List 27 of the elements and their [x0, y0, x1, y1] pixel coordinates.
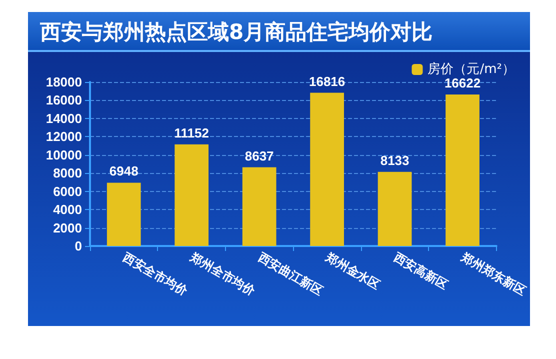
x-tick-label: 西安高新区 [390, 249, 450, 292]
y-tick-label: 10000 [46, 147, 82, 162]
x-tick-label: 郑州郑东新区 [458, 249, 528, 298]
data-label: 8637 [244, 148, 274, 164]
legend-label: 房价（元/m²） [428, 61, 516, 77]
data-label: 6948 [109, 164, 138, 179]
y-tick-label: 4000 [53, 202, 82, 218]
y-tick-label: 12000 [46, 129, 82, 144]
data-label: 16622 [444, 76, 481, 91]
data-label: 8133 [380, 152, 410, 168]
y-tick-label: 16000 [46, 92, 82, 108]
y-tick-label: 0 [74, 238, 82, 254]
bar [106, 182, 141, 246]
data-label: 11152 [174, 125, 209, 140]
y-tick-label: 8000 [53, 166, 82, 181]
y-tick-label: 18000 [46, 74, 82, 90]
chart-title: 西安与郑州热点区域8月商品住宅均价对比 [28, 12, 530, 52]
data-label: 16816 [308, 74, 346, 89]
bar [174, 144, 209, 246]
bar [446, 94, 480, 246]
y-tick-label: 6000 [53, 184, 82, 199]
y-tick-label: 14000 [46, 110, 82, 126]
y-tick-label: 2000 [53, 220, 82, 236]
bar [242, 167, 276, 246]
bar [310, 92, 344, 246]
x-tick-label: 郑州金水区 [322, 249, 383, 292]
bar [378, 172, 412, 246]
